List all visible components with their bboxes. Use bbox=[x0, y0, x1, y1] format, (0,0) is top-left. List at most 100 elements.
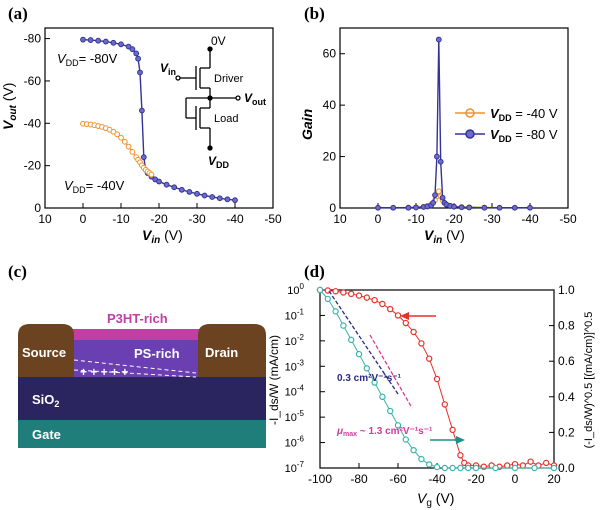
left-y-axis-label: -I_ds/W (mA/cm) bbox=[267, 335, 281, 425]
data-point bbox=[163, 181, 170, 188]
left-y-tick-label: 10-3 bbox=[285, 358, 305, 373]
x-tick-label: -80 bbox=[350, 472, 368, 486]
data-point bbox=[216, 195, 223, 202]
ps-rich-layer bbox=[62, 340, 212, 377]
left-y-axis-ticks: 100 10-1 10-2 10-3 10-4 10-5 10-6 10-7 bbox=[285, 282, 325, 475]
left-y-tick-label: 10-6 bbox=[285, 435, 305, 450]
data-point bbox=[340, 322, 347, 329]
panel-a: 10 0 -10 -20 -30 -40 -50 0-20-40-60-80 Vout (V… bbox=[0, 27, 282, 246]
drain-electrode bbox=[198, 324, 266, 377]
data-point bbox=[451, 203, 457, 210]
series-group bbox=[375, 36, 533, 211]
y-tick-label: 0 bbox=[34, 201, 41, 215]
data-point bbox=[543, 459, 550, 467]
right-y-tick-label: 0.2 bbox=[558, 425, 575, 439]
data-point bbox=[418, 455, 425, 463]
x-tick-label: -20 bbox=[150, 212, 168, 226]
right-y-tick-label: 0.0 bbox=[558, 461, 575, 475]
data-point bbox=[332, 288, 339, 295]
x-tick-label: 0 bbox=[375, 212, 382, 226]
fit-line-1-3 bbox=[369, 334, 413, 409]
data-point bbox=[140, 154, 147, 161]
inset-vin-label: Vin bbox=[160, 61, 176, 77]
data-point bbox=[348, 290, 355, 298]
x-tick-label: -30 bbox=[483, 212, 501, 226]
panel-a-label: (a) bbox=[8, 4, 28, 23]
x-tick-label: -100 bbox=[308, 472, 332, 486]
left-y-tick-label: 10-2 bbox=[285, 333, 305, 348]
data-point bbox=[511, 464, 519, 472]
data-point bbox=[405, 204, 412, 211]
data-point bbox=[102, 38, 109, 45]
data-point bbox=[139, 107, 145, 114]
arrow-left-red-head bbox=[400, 312, 409, 320]
y-tick-label: -80 bbox=[24, 32, 42, 46]
gate-layer bbox=[18, 420, 266, 448]
data-point bbox=[95, 37, 102, 44]
data-point bbox=[519, 462, 527, 469]
data-point bbox=[439, 194, 446, 201]
source-label: Source bbox=[22, 345, 66, 360]
data-point bbox=[387, 407, 394, 415]
data-point bbox=[402, 436, 409, 443]
x-tick-label: -50 bbox=[559, 212, 577, 226]
y-axis-ticks: 0 -20 -40 -60 -80 bbox=[24, 32, 50, 215]
gate-label: Gate bbox=[32, 427, 61, 442]
x-tick-label: -60 bbox=[389, 472, 407, 486]
data-point bbox=[430, 199, 437, 206]
x-tick-label: -40 bbox=[428, 472, 446, 486]
data-point bbox=[504, 462, 511, 469]
panel-d: -100 -80 -60 -40 -20 0 20 10010-110-210-310-41… bbox=[267, 282, 595, 509]
right-y-tick-label: 0.6 bbox=[558, 354, 575, 368]
right-y-tick-label: 1.0 bbox=[558, 283, 575, 297]
left-y-tick-label: 100 bbox=[287, 282, 304, 297]
data-point bbox=[426, 355, 433, 362]
series-group bbox=[80, 36, 238, 204]
data-point bbox=[118, 41, 124, 48]
data-point bbox=[129, 148, 136, 155]
panel-b-label: (b) bbox=[304, 4, 325, 23]
data-point bbox=[449, 464, 456, 472]
ps-rich-label: PS-rich bbox=[134, 346, 180, 361]
data-point bbox=[121, 138, 128, 145]
data-point bbox=[437, 158, 444, 165]
panel-c-label: (c) bbox=[8, 262, 27, 281]
data-point bbox=[355, 292, 363, 299]
x-tick-label: -20 bbox=[467, 472, 485, 486]
x-tick-label: 20 bbox=[547, 472, 561, 486]
y-tick-label: 40 bbox=[323, 98, 337, 112]
x-tick-label: -50 bbox=[264, 212, 282, 226]
x-tick-label: 10 bbox=[38, 212, 52, 226]
data-point bbox=[550, 464, 558, 472]
data-point bbox=[224, 196, 231, 203]
inset-load-label: Load bbox=[214, 113, 238, 125]
data-point bbox=[387, 305, 394, 313]
data-point bbox=[133, 50, 140, 57]
data-point bbox=[435, 36, 442, 43]
data-point bbox=[394, 312, 402, 319]
panel-d-label: (d) bbox=[304, 262, 325, 281]
data-point bbox=[432, 192, 438, 199]
right-y-axis-ticks: 0.0 0.2 0.4 0.6 0.8 1.0 bbox=[549, 283, 575, 475]
data-point bbox=[441, 401, 448, 408]
right-y-axis-label: (-I_ds/W)^0.5 [(mA/cm)]^0.5 bbox=[583, 312, 595, 449]
data-point bbox=[394, 422, 402, 429]
data-point bbox=[441, 464, 448, 472]
data-point bbox=[481, 204, 488, 211]
x-tick-label: 10 bbox=[333, 212, 347, 226]
inset-driver-label: Driver bbox=[214, 73, 244, 85]
data-point bbox=[435, 188, 442, 195]
data-point bbox=[156, 178, 162, 185]
x-tick-label: -30 bbox=[188, 212, 206, 226]
data-point bbox=[110, 128, 117, 135]
data-point bbox=[371, 296, 378, 304]
legend: VDD = -40 V VDD = -80 V bbox=[455, 106, 558, 144]
x-tick-label: 0 bbox=[80, 212, 87, 226]
data-point bbox=[332, 308, 339, 315]
data-point bbox=[87, 37, 94, 43]
data-point bbox=[186, 189, 193, 195]
data-point bbox=[531, 464, 538, 472]
data-point bbox=[135, 55, 142, 62]
